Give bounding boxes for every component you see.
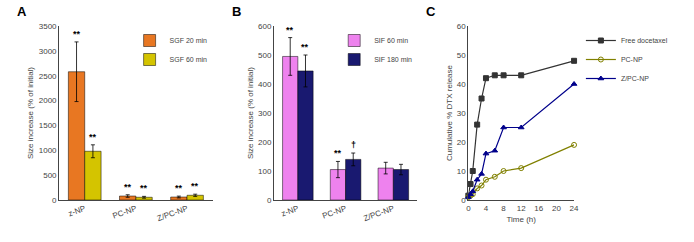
svg-text:Size increase (% of initial): Size increase (% of initial) bbox=[246, 67, 255, 159]
svg-text:z-NP: z-NP bbox=[67, 204, 87, 219]
svg-text:Z/PC-NP: Z/PC-NP bbox=[156, 204, 189, 223]
svg-text:3000: 3000 bbox=[39, 47, 57, 56]
svg-text:SGF 60 min: SGF 60 min bbox=[170, 56, 207, 63]
svg-text:z-NP: z-NP bbox=[280, 204, 300, 219]
svg-text:Time (h): Time (h) bbox=[506, 215, 536, 224]
svg-text:600: 600 bbox=[258, 22, 272, 31]
svg-text:0: 0 bbox=[52, 196, 57, 205]
svg-text:**: ** bbox=[140, 183, 148, 193]
svg-text:Free docetaxel: Free docetaxel bbox=[621, 37, 668, 44]
svg-text:24: 24 bbox=[570, 204, 579, 213]
svg-text:SIF 180 min: SIF 180 min bbox=[374, 56, 412, 63]
svg-text:†: † bbox=[351, 140, 356, 150]
svg-text:PC-NP: PC-NP bbox=[621, 56, 643, 63]
svg-text:100: 100 bbox=[258, 167, 272, 176]
svg-text:40: 40 bbox=[457, 80, 466, 89]
svg-text:0: 0 bbox=[461, 196, 466, 205]
svg-text:0: 0 bbox=[267, 196, 272, 205]
svg-text:Z/PC-NP: Z/PC-NP bbox=[362, 204, 395, 223]
svg-text:Size increase (% of initial): Size increase (% of initial) bbox=[26, 67, 35, 159]
svg-text:10: 10 bbox=[457, 167, 466, 176]
svg-text:Cumulative % DTX release: Cumulative % DTX release bbox=[445, 64, 454, 161]
svg-text:30: 30 bbox=[457, 109, 466, 118]
svg-text:2500: 2500 bbox=[39, 72, 57, 81]
svg-text:1500: 1500 bbox=[39, 121, 57, 130]
svg-text:**: ** bbox=[286, 25, 294, 35]
svg-text:Z/PC-NP: Z/PC-NP bbox=[621, 75, 649, 82]
svg-text:500: 500 bbox=[43, 171, 57, 180]
svg-text:400: 400 bbox=[258, 80, 272, 89]
svg-text:**: ** bbox=[334, 148, 342, 158]
svg-text:500: 500 bbox=[258, 51, 272, 60]
svg-text:300: 300 bbox=[258, 109, 272, 118]
svg-text:**: ** bbox=[124, 182, 132, 192]
svg-text:SGF 20 min: SGF 20 min bbox=[170, 37, 207, 44]
svg-text:**: ** bbox=[89, 132, 97, 142]
svg-text:B: B bbox=[232, 4, 241, 19]
svg-text:1000: 1000 bbox=[39, 146, 57, 155]
svg-text:**: ** bbox=[175, 183, 183, 193]
svg-text:PC-NP: PC-NP bbox=[111, 204, 137, 221]
svg-text:**: ** bbox=[73, 29, 81, 39]
svg-text:50: 50 bbox=[457, 51, 466, 60]
svg-text:200: 200 bbox=[258, 138, 272, 147]
svg-text:3500: 3500 bbox=[39, 22, 57, 31]
svg-text:C: C bbox=[426, 4, 436, 19]
svg-text:2000: 2000 bbox=[39, 96, 57, 105]
svg-text:A: A bbox=[17, 4, 27, 19]
svg-text:60: 60 bbox=[457, 22, 466, 31]
svg-text:SIF 60 min: SIF 60 min bbox=[374, 37, 408, 44]
svg-text:12: 12 bbox=[517, 204, 526, 213]
svg-text:0: 0 bbox=[466, 204, 471, 213]
svg-text:**: ** bbox=[301, 42, 309, 52]
svg-text:16: 16 bbox=[534, 204, 543, 213]
svg-text:**: ** bbox=[191, 181, 199, 191]
svg-text:PC-NP: PC-NP bbox=[321, 204, 347, 221]
svg-text:20: 20 bbox=[457, 138, 466, 147]
svg-text:4: 4 bbox=[484, 204, 489, 213]
svg-text:20: 20 bbox=[552, 204, 561, 213]
svg-text:8: 8 bbox=[501, 204, 506, 213]
